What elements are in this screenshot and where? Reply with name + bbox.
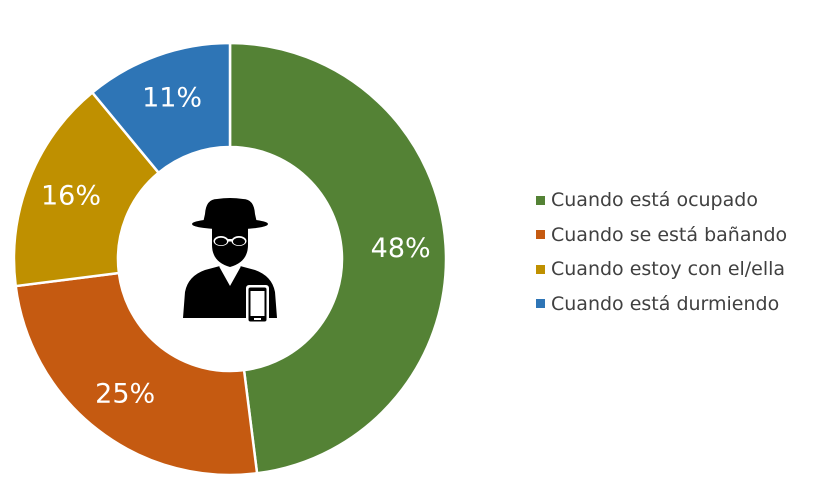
legend-swatch — [536, 264, 545, 274]
legend-label: Cuando estoy con el/ella — [551, 258, 786, 281]
donut-slice — [14, 271, 259, 477]
legend-item: Cuando estoy con el/ella — [536, 252, 820, 287]
spy-with-phone-icon — [165, 195, 298, 328]
legend-item: Cuando está ocupado — [536, 183, 820, 218]
legend-swatch — [536, 299, 545, 309]
slice-value-label: 48% — [371, 233, 431, 264]
donut-slice — [228, 41, 448, 475]
donut-slice-labels: 48% 25% 16% 11% — [41, 83, 431, 410]
donut-slices — [12, 41, 448, 477]
legend-swatch — [536, 195, 545, 205]
legend-item: Cuando está durmiendo — [536, 287, 820, 322]
legend-swatch — [536, 230, 545, 240]
donut-slice — [12, 90, 161, 288]
legend-label: Cuando se está bañando — [551, 223, 788, 246]
legend-label: Cuando está ocupado — [551, 189, 758, 212]
donut-slice — [90, 41, 232, 175]
legend-item: Cuando se está bañando — [536, 218, 820, 253]
slice-value-label: 16% — [41, 181, 101, 212]
chart-legend: Cuando está ocupado Cuando se está bañan… — [536, 183, 820, 321]
slice-value-label: 25% — [95, 379, 155, 410]
legend-label: Cuando está durmiendo — [551, 292, 780, 315]
slice-value-label: 11% — [142, 83, 202, 114]
